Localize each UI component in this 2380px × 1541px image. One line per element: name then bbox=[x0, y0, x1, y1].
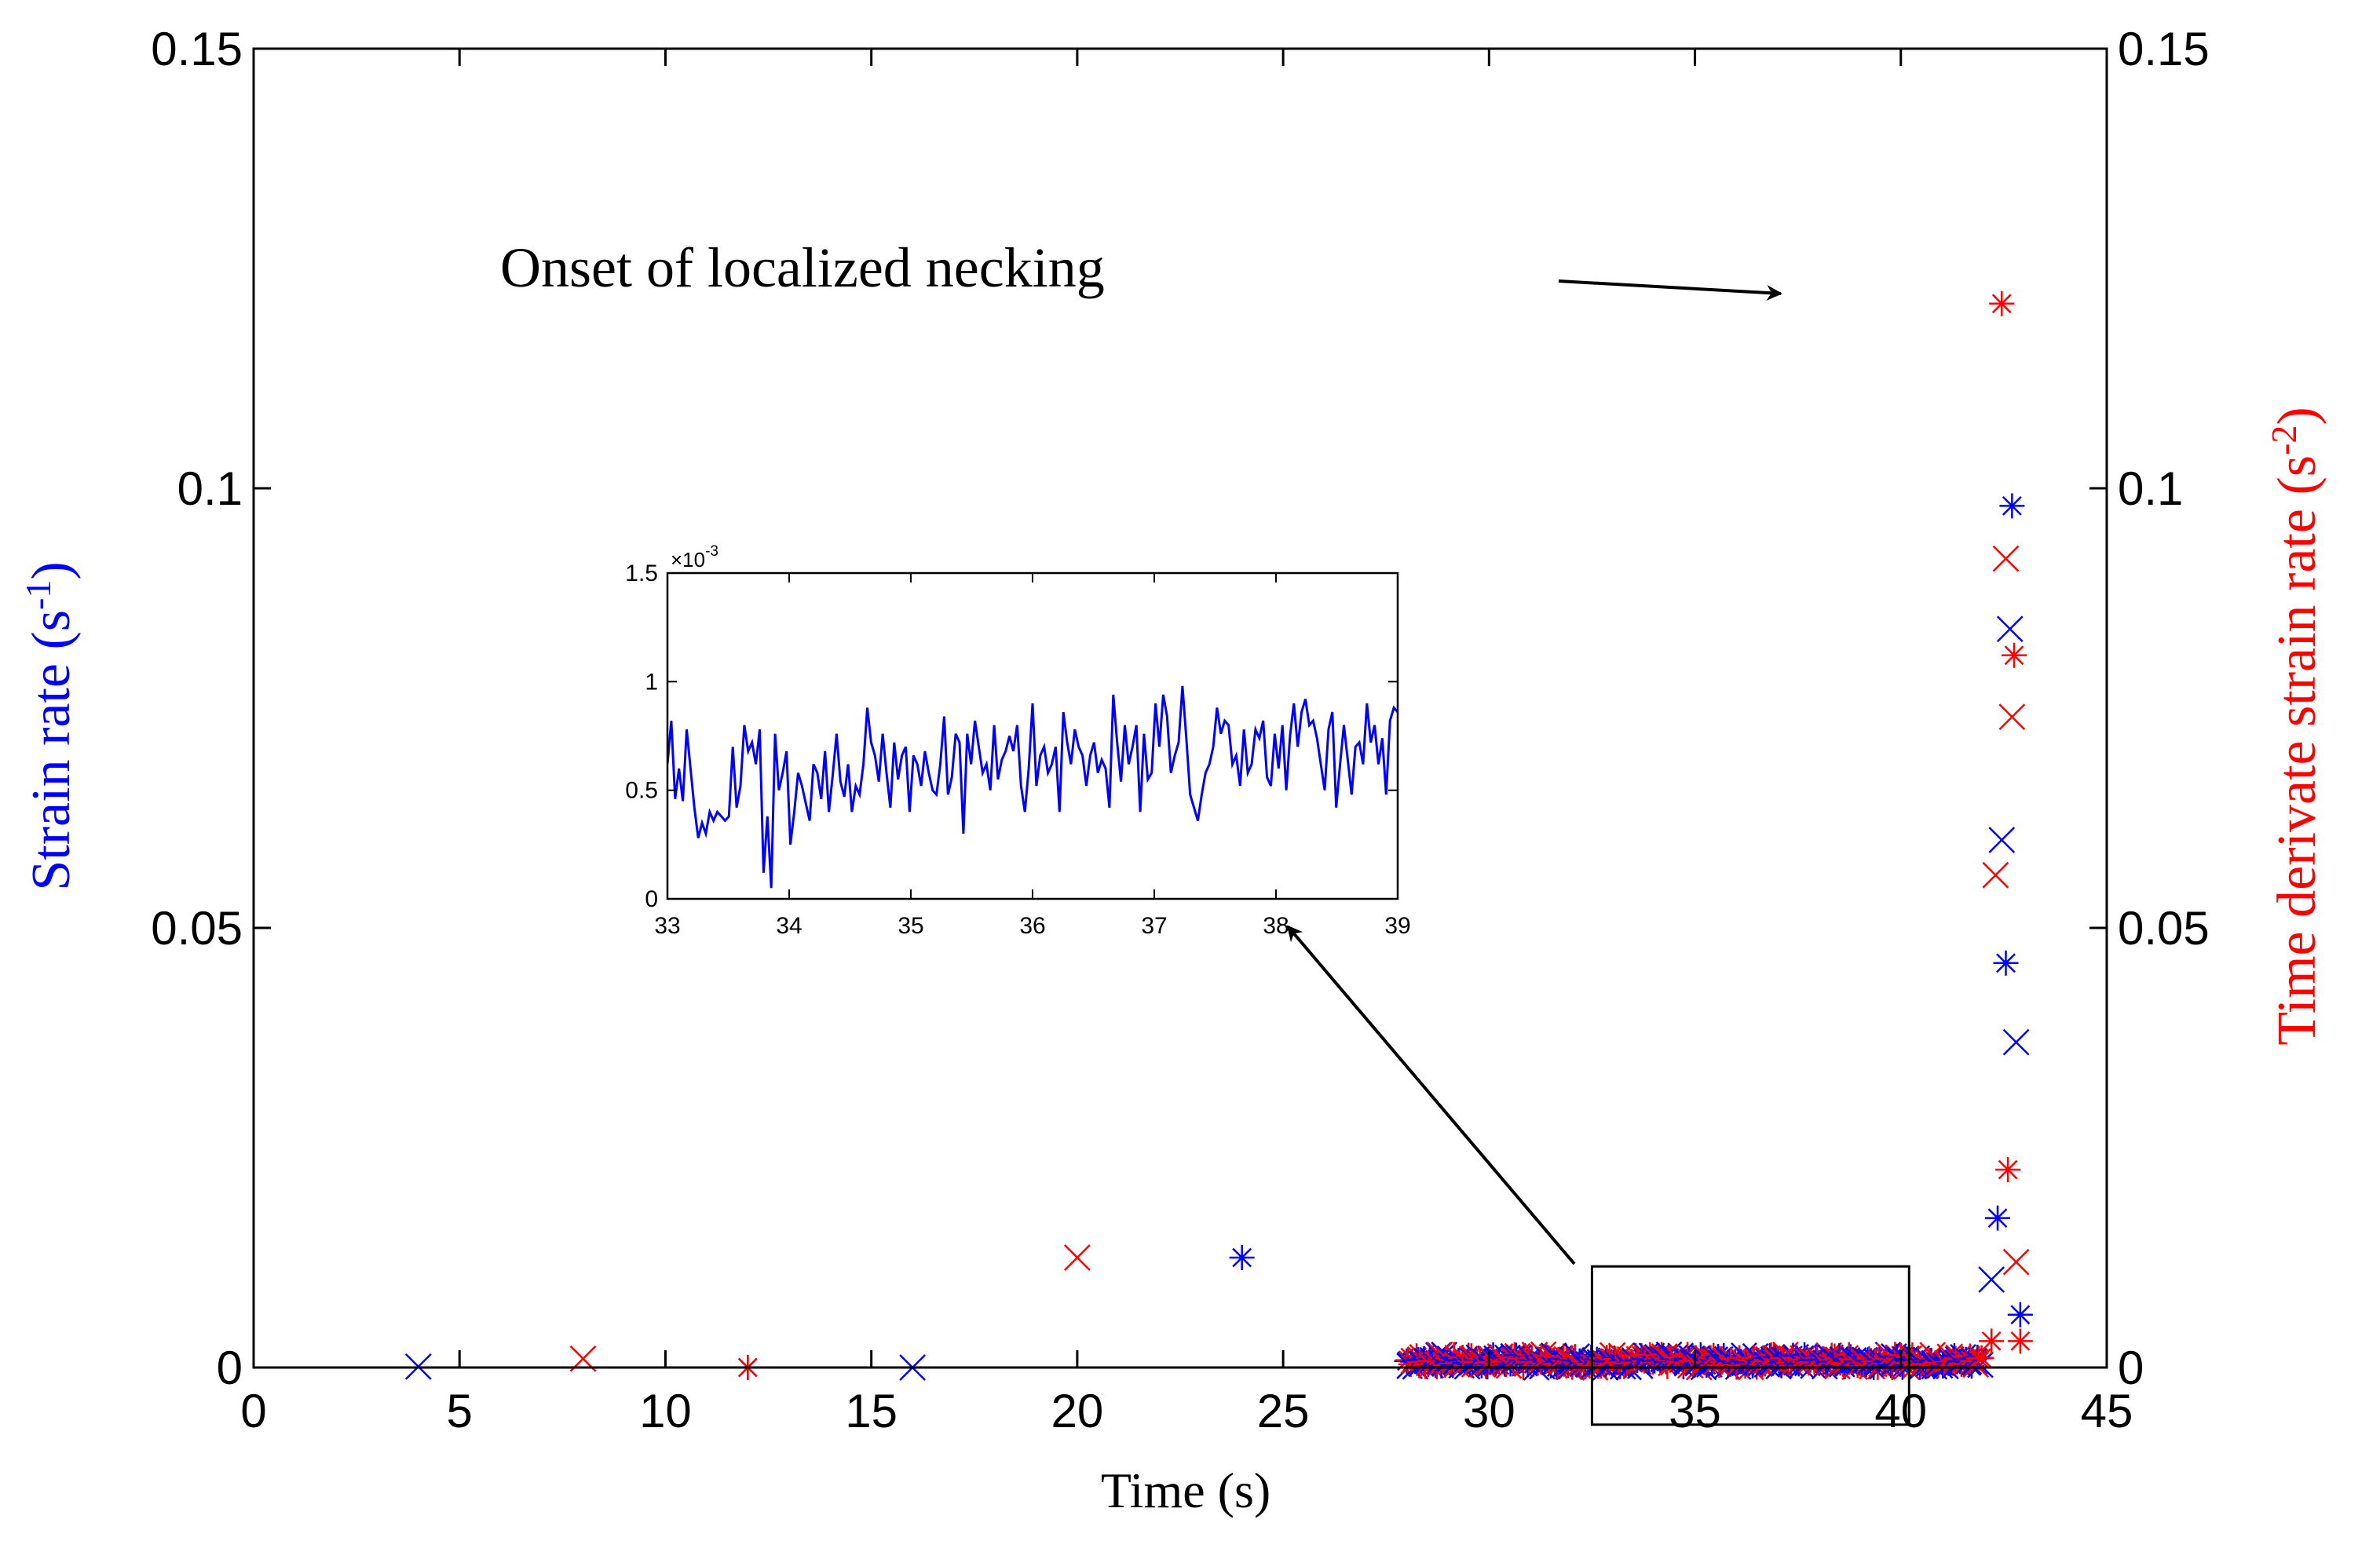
strain-rate-point bbox=[1996, 615, 2024, 643]
inset-x-tick-label: 36 bbox=[1019, 913, 1045, 939]
x-axis-title: Time (s) bbox=[1101, 1462, 1270, 1518]
y-left-tick-label: 0 bbox=[217, 1342, 243, 1394]
derivative-point bbox=[2002, 1248, 2030, 1276]
inset-background bbox=[667, 573, 1398, 899]
strain-rate-point bbox=[1229, 1245, 1255, 1270]
inset-x-tick-label: 38 bbox=[1263, 913, 1289, 939]
necking-arrow bbox=[1558, 279, 1782, 301]
plot-frame bbox=[252, 47, 2108, 1369]
x-tick-label: 25 bbox=[1257, 1385, 1310, 1437]
zoom-box bbox=[1590, 1265, 1910, 1426]
y-left-tick-label: 0.1 bbox=[177, 462, 243, 515]
y-axis-left-title-text: Strain rate (s bbox=[21, 610, 82, 891]
zoom-arrow bbox=[1286, 925, 1576, 1265]
strain-rate-point bbox=[2007, 1302, 2033, 1327]
zoom-box-rect bbox=[1590, 1265, 1910, 1426]
x-tick-label: 5 bbox=[447, 1385, 473, 1437]
derivative-point bbox=[1982, 861, 2009, 889]
derivative-point bbox=[1989, 290, 2015, 316]
x-tick-label: 10 bbox=[639, 1385, 692, 1437]
y-axis-left-title: Strain rate (s-1) bbox=[18, 561, 82, 890]
inset-axes: 33 34 35 36 37 38 39 0 0.5 1 1.5 bbox=[625, 561, 1410, 939]
derivative-point bbox=[1992, 545, 2020, 572]
main-scatter-points bbox=[404, 290, 2033, 1381]
inset-line-path bbox=[667, 685, 1398, 889]
strain-rate-point bbox=[1967, 1351, 1994, 1379]
x-tick-label: 15 bbox=[845, 1385, 898, 1437]
y-axis-left-title-exponent: -1 bbox=[18, 580, 58, 610]
inset-x-tick-label: 37 bbox=[1141, 913, 1167, 939]
y-right-tick-label: 0.05 bbox=[2118, 902, 2210, 955]
inset-y-multiplier-base: ×10 bbox=[671, 548, 705, 571]
inset-x-tick-label: 39 bbox=[1384, 913, 1410, 939]
x-tick-label: 35 bbox=[1669, 1385, 1721, 1437]
derivative-point bbox=[1969, 1345, 1994, 1371]
x-axis-label: Time (s) bbox=[1101, 1462, 1270, 1518]
inset-y-tick-label: 0.5 bbox=[625, 778, 658, 804]
inset-x-tick-label: 35 bbox=[898, 913, 923, 939]
y-axis-right-title-close: ) bbox=[2267, 407, 2327, 425]
inset-y-tick-label: 1.5 bbox=[625, 561, 658, 586]
inset-y-multiplier: ×10-3 bbox=[671, 543, 718, 571]
y-axis-right-title: Time derivate strain rate (s-2) bbox=[2264, 407, 2327, 1045]
strain-rate-point bbox=[1999, 493, 2025, 519]
inset-y-tick-label: 1 bbox=[645, 669, 658, 695]
y-axis-right-title-text: Time derivate strain rate (s bbox=[2267, 455, 2327, 1046]
x-tick-label: 20 bbox=[1051, 1385, 1104, 1437]
y-axis-right-title-exponent: -2 bbox=[2264, 425, 2304, 455]
y-right-tick-label: 0.15 bbox=[2118, 23, 2210, 75]
inset-chart: 33 34 35 36 37 38 39 0 0.5 1 1.5 ×10-3 bbox=[625, 543, 1410, 939]
inset-y-tick-label: 0 bbox=[645, 886, 658, 912]
x-tick-label: 30 bbox=[1463, 1385, 1515, 1437]
y-axis-left-title-close: ) bbox=[21, 561, 82, 579]
derivative-point bbox=[1064, 1244, 1091, 1271]
strain-rate-point bbox=[1978, 1266, 2005, 1293]
strain-rate-point bbox=[1988, 827, 2016, 853]
necking-annotation: Onset of localized necking bbox=[500, 236, 1105, 299]
inset-y-multiplier-exponent: -3 bbox=[705, 543, 718, 560]
inset-x-tick-label: 34 bbox=[776, 913, 802, 939]
strain-rate-point bbox=[1985, 1205, 2011, 1231]
strain-rate-point bbox=[2002, 1028, 2030, 1056]
x-tick-label: 40 bbox=[1874, 1385, 1927, 1437]
derivative-point bbox=[1995, 1157, 2021, 1182]
y-left-tick-label: 0.05 bbox=[151, 902, 243, 955]
strain-rate-point bbox=[1993, 950, 2019, 976]
inset-series-line bbox=[667, 685, 1398, 889]
x-tick-label: 0 bbox=[240, 1385, 266, 1437]
derivative-point bbox=[1979, 1328, 2005, 1354]
derivative-point bbox=[2002, 642, 2027, 668]
y-right-tick-label: 0.1 bbox=[2118, 462, 2183, 515]
main-axes: 0 5 10 15 20 25 30 35 40 4500.050.10.1500.050.10.… bbox=[151, 23, 2210, 1437]
derivative-point bbox=[2007, 1328, 2033, 1354]
y-left-tick-label: 0.15 bbox=[151, 23, 243, 75]
y-right-tick-label: 0 bbox=[2118, 1342, 2144, 1394]
x-tick-label: 45 bbox=[2081, 1385, 2133, 1437]
inset-x-tick-label: 33 bbox=[654, 913, 680, 939]
derivative-point bbox=[1998, 703, 2026, 731]
